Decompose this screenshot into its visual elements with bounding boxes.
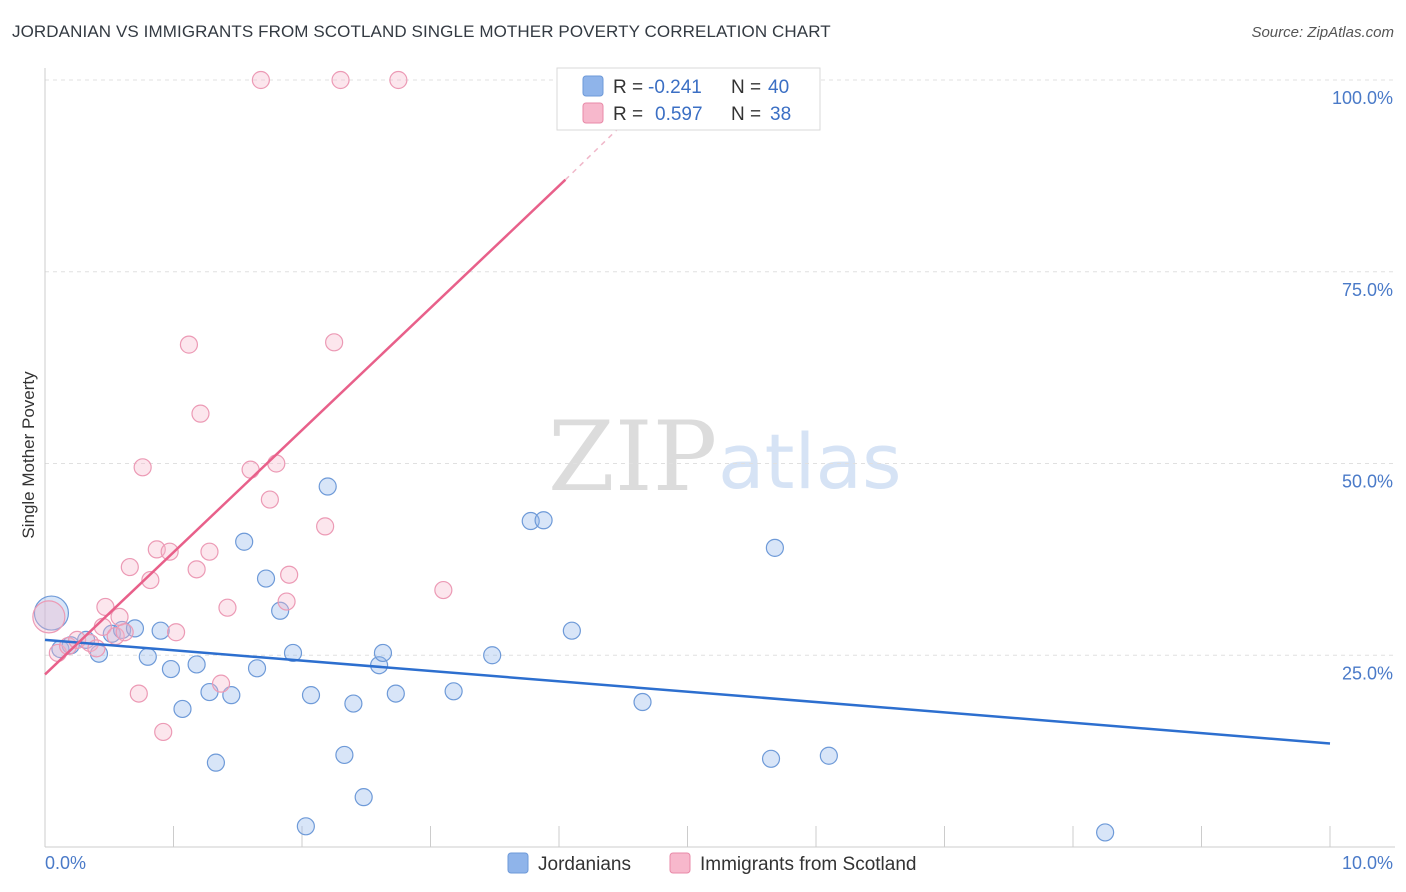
y-axis-label: Single Mother Poverty xyxy=(19,371,38,539)
data-point-jordanians xyxy=(161,659,181,679)
data-point-scotland xyxy=(316,517,335,536)
data-point-scotland xyxy=(211,674,231,693)
data-point-scotland xyxy=(133,458,152,477)
data-point-scotland xyxy=(241,460,260,479)
x-tick-labels: 0.0% 10.0% xyxy=(45,853,1393,873)
watermark-zip: ZIP xyxy=(548,401,717,513)
data-point-jordanians xyxy=(444,682,463,701)
data-point-scotland xyxy=(331,70,350,90)
legend-r-label: R = xyxy=(613,77,643,98)
y-tick-label: 25.0% xyxy=(1342,663,1393,683)
series-immigrants-from-scotland xyxy=(32,70,453,742)
legend-swatch-scotland xyxy=(582,102,604,124)
trend-line-jordanians xyxy=(44,638,1331,745)
legend-r-value: -0.241 xyxy=(648,77,702,98)
data-point-jordanians xyxy=(483,646,502,665)
correlation-legend: R = -0.241 N = 40 R = 0.597 N = 38 xyxy=(556,67,821,131)
data-point-jordanians xyxy=(256,569,276,588)
data-point-jordanians xyxy=(344,694,363,713)
data-point-jordanians xyxy=(765,538,784,557)
trend-lines xyxy=(44,129,1331,745)
trend-line-scotland xyxy=(44,178,567,676)
legend-label-jordanians: Jordanians xyxy=(538,854,631,875)
series-legend: Jordanians Immigrants from Scotland xyxy=(507,852,916,875)
data-point-scotland xyxy=(200,542,219,561)
data-point-jordanians xyxy=(633,692,652,712)
data-point-scotland xyxy=(166,623,186,642)
data-point-jordanians xyxy=(296,817,315,836)
data-point-jordanians xyxy=(187,655,206,674)
axes xyxy=(44,68,1395,848)
y-tick-labels: 25.0% 50.0% 75.0% 100.0% xyxy=(1332,88,1393,683)
data-point-jordanians xyxy=(151,621,170,640)
legend-label-scotland: Immigrants from Scotland xyxy=(700,854,916,875)
data-point-jordanians xyxy=(222,686,241,705)
data-point-scotland xyxy=(129,684,148,703)
data-point-jordanians xyxy=(521,511,540,531)
data-point-jordanians xyxy=(301,686,321,705)
data-point-scotland xyxy=(218,598,237,617)
data-point-jordanians xyxy=(335,745,354,765)
data-point-scotland xyxy=(434,580,453,600)
chart-title: JORDANIAN VS IMMIGRANTS FROM SCOTLAND SI… xyxy=(12,22,831,41)
data-point-scotland xyxy=(160,542,179,561)
data-point-jordanians xyxy=(819,746,838,765)
legend-n-label: N = xyxy=(731,104,761,125)
data-point-jordanians xyxy=(283,643,303,663)
data-point-scotland xyxy=(267,454,286,473)
data-point-scotland xyxy=(251,70,270,90)
y-tick-label: 75.0% xyxy=(1342,280,1393,300)
data-point-jordanians xyxy=(562,621,581,640)
data-point-jordanians xyxy=(761,749,781,768)
data-point-jordanians xyxy=(173,699,192,719)
legend-swatch-jordanians xyxy=(507,852,529,874)
data-point-scotland xyxy=(141,570,160,590)
data-point-jordanians xyxy=(373,643,393,663)
data-point-scotland xyxy=(389,70,408,90)
data-point-scotland xyxy=(277,592,296,611)
data-point-scotland xyxy=(154,722,173,742)
data-point-scotland xyxy=(325,333,344,352)
data-point-scotland xyxy=(187,560,206,579)
data-point-scotland xyxy=(179,335,199,354)
data-point-jordanians xyxy=(235,532,254,551)
legend-n-value: 38 xyxy=(770,104,791,125)
y-tick-label: 100.0% xyxy=(1332,88,1393,108)
legend-n-label: N = xyxy=(731,77,761,98)
y-tick-label: 50.0% xyxy=(1342,472,1393,492)
legend-swatch-jordanians xyxy=(582,75,604,97)
series-jordanians xyxy=(33,477,1115,842)
x-tick-label: 0.0% xyxy=(45,853,86,873)
trend-line-scotland-extension xyxy=(564,129,618,181)
grid-lines xyxy=(45,79,1395,656)
legend-r-label: R = xyxy=(613,104,643,125)
data-point-jordanians xyxy=(386,684,405,703)
data-point-scotland xyxy=(120,557,139,577)
data-point-scotland xyxy=(191,404,210,423)
watermark: ZIP atlas xyxy=(548,401,902,513)
watermark-atlas: atlas xyxy=(718,417,902,506)
data-point-jordanians xyxy=(318,477,337,496)
data-point-jordanians xyxy=(534,511,553,530)
data-point-scotland xyxy=(32,600,66,634)
data-point-scotland xyxy=(115,623,134,642)
data-point-jordanians xyxy=(1096,823,1115,842)
legend-n-value: 40 xyxy=(768,77,789,98)
data-point-scotland xyxy=(280,565,299,584)
data-point-jordanians xyxy=(354,788,373,807)
data-point-jordanians xyxy=(138,647,157,666)
data-point-jordanians xyxy=(125,619,145,638)
data-point-scotland xyxy=(260,490,279,509)
data-point-jordanians xyxy=(206,753,226,772)
data-point-jordanians xyxy=(271,601,290,620)
legend-r-value: 0.597 xyxy=(655,104,703,125)
legend-swatch-scotland xyxy=(669,852,691,874)
source-label: Source: ZipAtlas.com xyxy=(1251,24,1394,41)
x-tick-label: 10.0% xyxy=(1342,853,1393,873)
data-point-jordanians xyxy=(247,659,267,678)
